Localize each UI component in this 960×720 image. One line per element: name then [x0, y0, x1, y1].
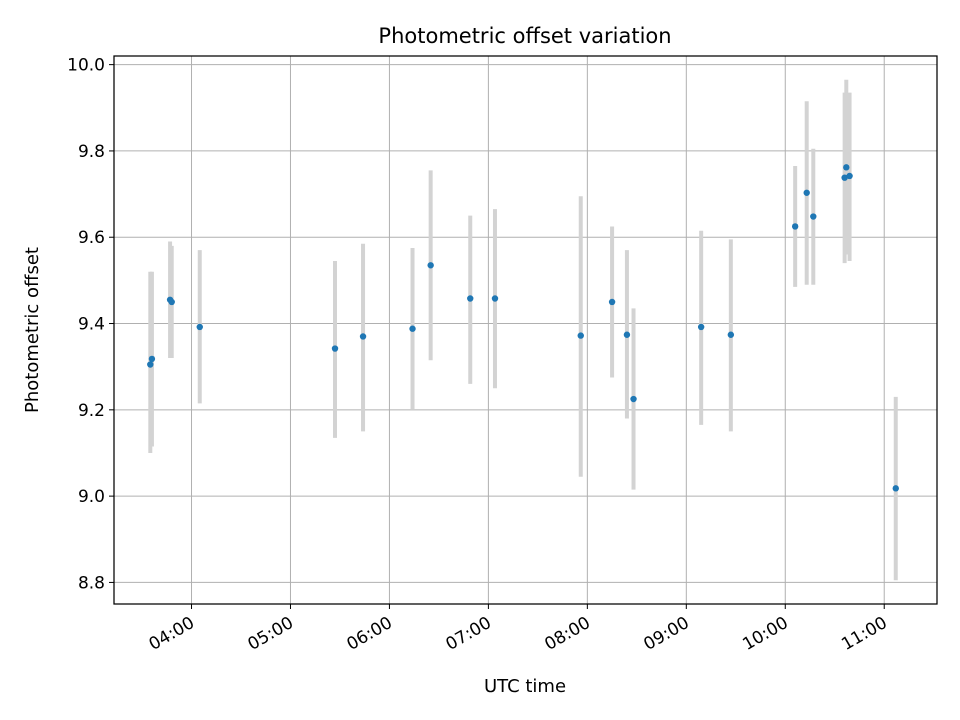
data-point: [359, 333, 367, 340]
data-point: [841, 174, 848, 181]
data-point: [409, 325, 416, 332]
data-point: [727, 331, 735, 338]
data-point: [331, 345, 339, 352]
data-point: [803, 189, 810, 196]
y-tick-label: 9.2: [78, 401, 105, 421]
y-tick-label: 9.6: [78, 228, 105, 248]
y-tick-label: 8.8: [78, 573, 105, 593]
data-point: [810, 213, 817, 220]
data-point: [168, 298, 175, 306]
data-point: [630, 395, 637, 403]
data-point: [196, 323, 203, 331]
data-point: [846, 172, 853, 180]
y-axis-title: Photometric offset: [22, 247, 43, 413]
data-point: [697, 323, 705, 331]
data-point: [577, 332, 584, 339]
y-tick-label: 9.4: [78, 315, 105, 335]
plot-frame: [113, 55, 938, 605]
data-points: [147, 164, 899, 492]
data-point: [467, 295, 474, 302]
data-point: [148, 355, 156, 363]
data-point: [427, 262, 434, 269]
data-point: [843, 164, 850, 171]
x-axis-title: UTC time: [484, 676, 566, 697]
y-axis: 8.8 9.0 9.2 9.4 9.6 9.8 10.0: [67, 56, 114, 593]
data-point: [608, 298, 616, 306]
data-point: [491, 295, 499, 302]
data-point: [623, 331, 631, 338]
data-point: [892, 485, 899, 492]
data-point: [791, 223, 799, 230]
data-point: [147, 361, 154, 368]
chart-title: Photometric offset variation: [378, 24, 671, 48]
y-tick-label: 9.8: [78, 142, 105, 162]
y-tick-label: 10.0: [67, 56, 105, 76]
y-tick-label: 9.0: [78, 487, 105, 507]
grid: [114, 56, 937, 604]
